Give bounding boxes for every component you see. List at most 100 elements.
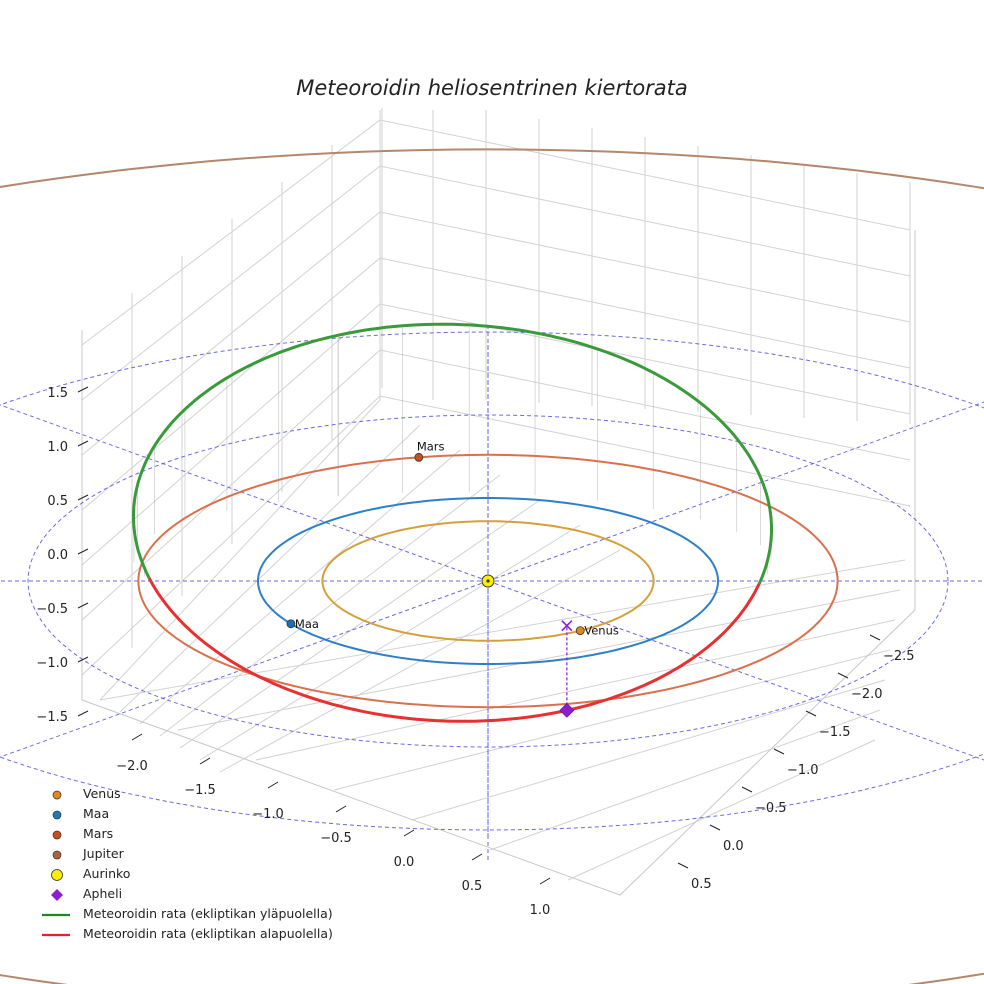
meteoroid-orbit-above: [132, 333, 339, 579]
z-tick-label: 1.0: [47, 440, 68, 455]
y-tick-mark: [869, 634, 881, 641]
aphelion-marker: [559, 702, 575, 718]
orbit-mars: [137, 453, 839, 709]
z-tick-label: −1.0: [36, 656, 68, 671]
grid-line: [81, 119, 381, 346]
legend-entry: Meteoroidin rata (ekliptikan alapuolella…: [40, 925, 380, 945]
point-maa: [286, 619, 296, 629]
grid-line: [81, 349, 381, 621]
x-tick-label: 0.5: [462, 879, 483, 894]
grid-line: [99, 399, 381, 701]
grid-line: [119, 424, 421, 713]
x-tick-label: −1.5: [184, 783, 216, 798]
x-tick-label: −2.0: [116, 759, 148, 774]
grid-line: [81, 395, 381, 676]
grid-line: [81, 303, 381, 566]
y-tick-label: 0.0: [723, 839, 744, 854]
x-tick-mark: [471, 853, 483, 861]
y-tick-label: −2.0: [851, 687, 883, 702]
y-tick-label: −2.5: [883, 649, 915, 664]
grid-line: [411, 679, 886, 821]
grid-line: [81, 257, 381, 511]
z-tick-mark: [77, 440, 89, 447]
grid-line: [379, 119, 911, 231]
y-tick-label: −1.5: [819, 725, 851, 740]
legend-marker: [51, 869, 63, 881]
z-tick-mark: [77, 656, 89, 663]
y-tick-label: 0.5: [691, 877, 712, 892]
y-tick-mark: [709, 824, 721, 831]
z-tick-mark: [77, 548, 89, 555]
point-venus: [575, 626, 585, 636]
box-edge: [81, 230, 916, 896]
y-tick-mark: [773, 748, 785, 755]
grid-line: [179, 499, 541, 749]
legend-marker: [42, 913, 70, 917]
y-tick-mark: [741, 786, 753, 793]
legend-label: Venus: [83, 786, 121, 801]
legend-marker: [42, 933, 70, 937]
x-tick-mark: [199, 757, 211, 765]
grid-line: [567, 739, 876, 881]
z-tick-label: 1.5: [47, 386, 68, 401]
grid-line: [81, 211, 381, 456]
legend-marker: [52, 810, 62, 820]
legend-entry: Venus: [40, 785, 380, 805]
grid-line: [199, 524, 581, 761]
x-tick-label: 0.0: [394, 855, 415, 870]
legend-entry: Jupiter: [40, 845, 380, 865]
x-tick-mark: [267, 781, 279, 789]
planet-orbits: [0, 148, 984, 984]
x-tick-mark: [539, 877, 551, 885]
y-tick-label: −1.0: [787, 763, 819, 778]
orbit-venus: [321, 520, 655, 642]
legend-diamond: [51, 889, 63, 901]
legend-label: Meteoroidin rata (ekliptikan alapuolella…: [83, 926, 333, 941]
legend-entry: Maa: [40, 805, 380, 825]
legend: Venus Maa Mars Jupiter Aurinko Apheli Meteoroi…: [40, 785, 380, 947]
x-tick-mark: [335, 805, 347, 813]
z-tick-mark: [77, 602, 89, 609]
meteoroid-orbit: [132, 322, 773, 723]
x-tick-label: −0.5: [320, 831, 352, 846]
grid-line: [489, 709, 881, 851]
axis-ticks: 1.5 1.0 0.5 0.0 −0.5 −1.0 −1.5 −2.0 −1.5 −1.0 −0.5…: [36, 386, 914, 918]
grid-line: [379, 395, 911, 507]
x-tick-mark: [403, 829, 415, 837]
reference-spoke: [0, 580, 489, 758]
sun-centre: [486, 579, 490, 583]
legend-dot: [52, 830, 62, 840]
legend-marker: [52, 850, 62, 860]
legend-dot: [52, 810, 62, 820]
y-tick-label: −0.5: [755, 801, 787, 816]
z-tick-label: −0.5: [36, 602, 68, 617]
grid-line: [99, 559, 906, 701]
x-tick-label: −1.0: [252, 807, 284, 822]
legend-dot: [52, 850, 62, 860]
point-mars: [414, 452, 424, 462]
legend-label: Aurinko: [83, 866, 131, 881]
z-tick-label: 0.5: [47, 494, 68, 509]
grid-line: [159, 474, 501, 737]
legend-label: Meteoroidin rata (ekliptikan yläpuolella…: [83, 906, 333, 921]
grid-line: [81, 165, 381, 401]
grid-line: [379, 349, 911, 461]
legend-marker: [52, 830, 62, 840]
y-tick-mark: [805, 710, 817, 717]
legend-label: Apheli: [83, 886, 123, 901]
grid-line: [177, 589, 901, 731]
reference-circle: [0, 331, 984, 831]
legend-entry: Apheli: [40, 885, 380, 905]
legend-marker: [52, 790, 62, 800]
meteoroid-orbit-below: [147, 577, 761, 723]
x-tick-mark: [131, 733, 143, 741]
y-tick-mark: [837, 672, 849, 679]
axes-grid: [81, 108, 916, 896]
z-tick-label: 0.0: [47, 548, 68, 563]
y-tick-mark: [677, 862, 689, 869]
legend-marker: [51, 889, 63, 901]
label-mars: Mars: [417, 439, 445, 453]
grid-line: [379, 165, 911, 277]
grid-line: [139, 449, 461, 725]
